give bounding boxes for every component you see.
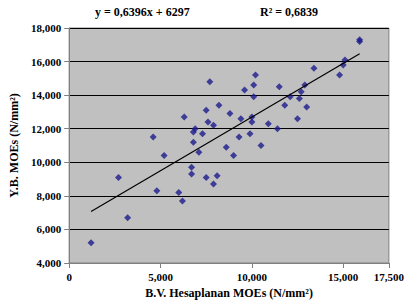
svg-text:10,000: 10,000 <box>237 271 268 283</box>
svg-text:8,000: 8,000 <box>36 190 61 202</box>
svg-text:17,500: 17,500 <box>374 271 405 283</box>
svg-text:14,000: 14,000 <box>31 89 62 101</box>
svg-text:y = 0,6396x + 6297: y = 0,6396x + 6297 <box>95 5 190 19</box>
svg-text:Y.B. MOEs (N/mm²): Y.B. MOEs (N/mm²) <box>7 93 21 197</box>
svg-text:12,000: 12,000 <box>31 123 62 135</box>
svg-text:10,000: 10,000 <box>31 156 62 168</box>
svg-text:B.V. Hesaplanan MOEs (N/mm²): B.V. Hesaplanan MOEs (N/mm²) <box>145 286 313 300</box>
svg-text:16,000: 16,000 <box>31 56 62 68</box>
svg-text:R² = 0,6839: R² = 0,6839 <box>260 5 318 19</box>
svg-text:5,000: 5,000 <box>148 271 173 283</box>
svg-text:4,000: 4,000 <box>36 257 61 269</box>
svg-text:6,000: 6,000 <box>36 223 61 235</box>
svg-text:15,000: 15,000 <box>328 271 359 283</box>
svg-text:18,000: 18,000 <box>31 22 62 34</box>
svg-text:0: 0 <box>66 271 72 283</box>
